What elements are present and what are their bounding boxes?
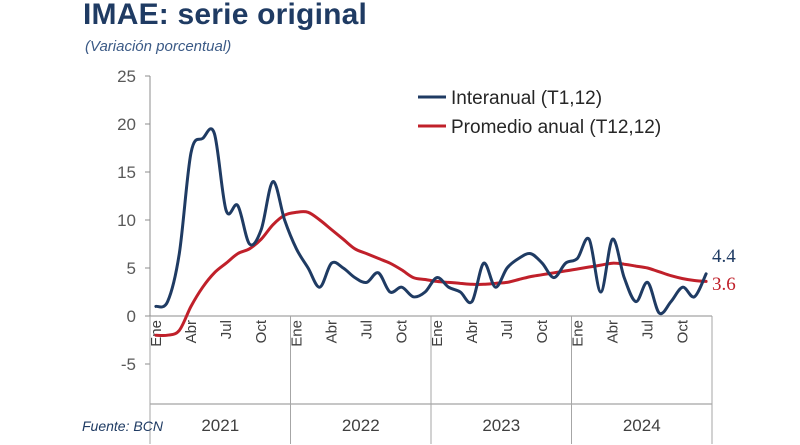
x-month-label: Abr bbox=[464, 320, 481, 343]
x-month-label: Jul bbox=[640, 320, 657, 339]
x-month-label: Oct bbox=[253, 319, 270, 343]
x-month-label: Jul bbox=[359, 320, 376, 339]
y-tick-label: -5 bbox=[121, 355, 136, 374]
chart-title: IMAE: serie original bbox=[83, 0, 368, 31]
x-month-label: Abr bbox=[604, 320, 621, 343]
series-line-promedio bbox=[154, 210, 708, 338]
x-month-label: Ene bbox=[148, 320, 165, 347]
end-label-promedio: 3.6 bbox=[712, 274, 736, 295]
end-label-interanual: 4.4 bbox=[712, 246, 736, 267]
x-month-label: Ene bbox=[569, 320, 586, 347]
chart-legend: Interanual (T1,12) Promedio anual (T12,1… bbox=[418, 88, 661, 138]
x-year-label: 2022 bbox=[342, 416, 380, 435]
x-month-label: Jul bbox=[218, 320, 235, 339]
x-year-label: 2024 bbox=[623, 416, 661, 435]
x-month-label: Oct bbox=[675, 319, 692, 343]
x-year-label: 2023 bbox=[482, 416, 520, 435]
x-month-label: Oct bbox=[394, 319, 411, 343]
legend-label-promedio: Promedio anual (T12,12) bbox=[451, 117, 661, 138]
series-line-interanual bbox=[154, 127, 708, 316]
y-tick-label: 25 bbox=[117, 67, 136, 86]
y-tick-label: 10 bbox=[117, 211, 136, 230]
y-tick-label: 20 bbox=[117, 115, 136, 134]
y-tick-label: 15 bbox=[117, 163, 136, 182]
x-month-label: Abr bbox=[183, 320, 200, 343]
chart-axes: -5 0 5 10 15 20 25 Ene Abr Jul Oct 2021 Ene Abr Jul Oct… bbox=[117, 67, 713, 444]
y-tick-label: 0 bbox=[127, 307, 136, 326]
x-month-label: Oct bbox=[534, 319, 551, 343]
legend-label-interanual: Interanual (T1,12) bbox=[451, 88, 602, 109]
x-year-label: 2021 bbox=[201, 416, 239, 435]
chart-subtitle: (Variación porcentual) bbox=[85, 38, 232, 55]
y-tick-label: 5 bbox=[127, 259, 136, 278]
source-note: Fuente: BCN bbox=[82, 418, 163, 434]
x-month-label: Ene bbox=[429, 320, 446, 347]
x-month-label: Jul bbox=[499, 320, 516, 339]
x-month-label: Abr bbox=[323, 320, 340, 343]
series-layer bbox=[154, 127, 708, 338]
x-month-label: Ene bbox=[288, 320, 305, 347]
